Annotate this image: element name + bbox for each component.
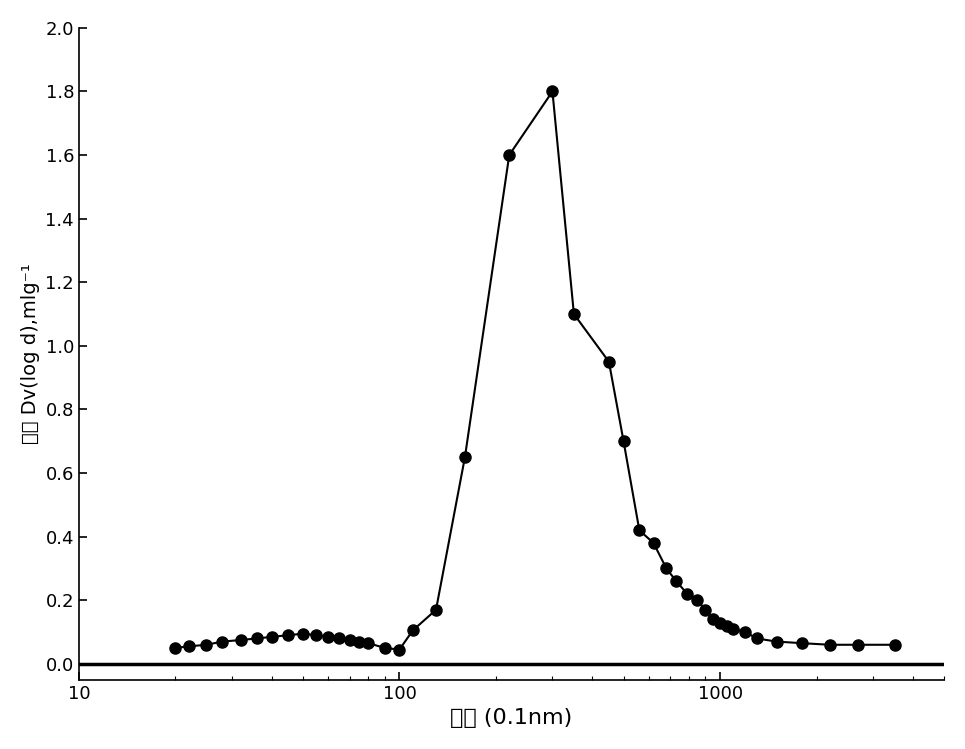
X-axis label: 孔径 (0.1nm): 孔径 (0.1nm) (451, 708, 572, 728)
Y-axis label: 脱附 Dv(log d),mlg⁻¹: 脱附 Dv(log d),mlg⁻¹ (21, 264, 40, 444)
